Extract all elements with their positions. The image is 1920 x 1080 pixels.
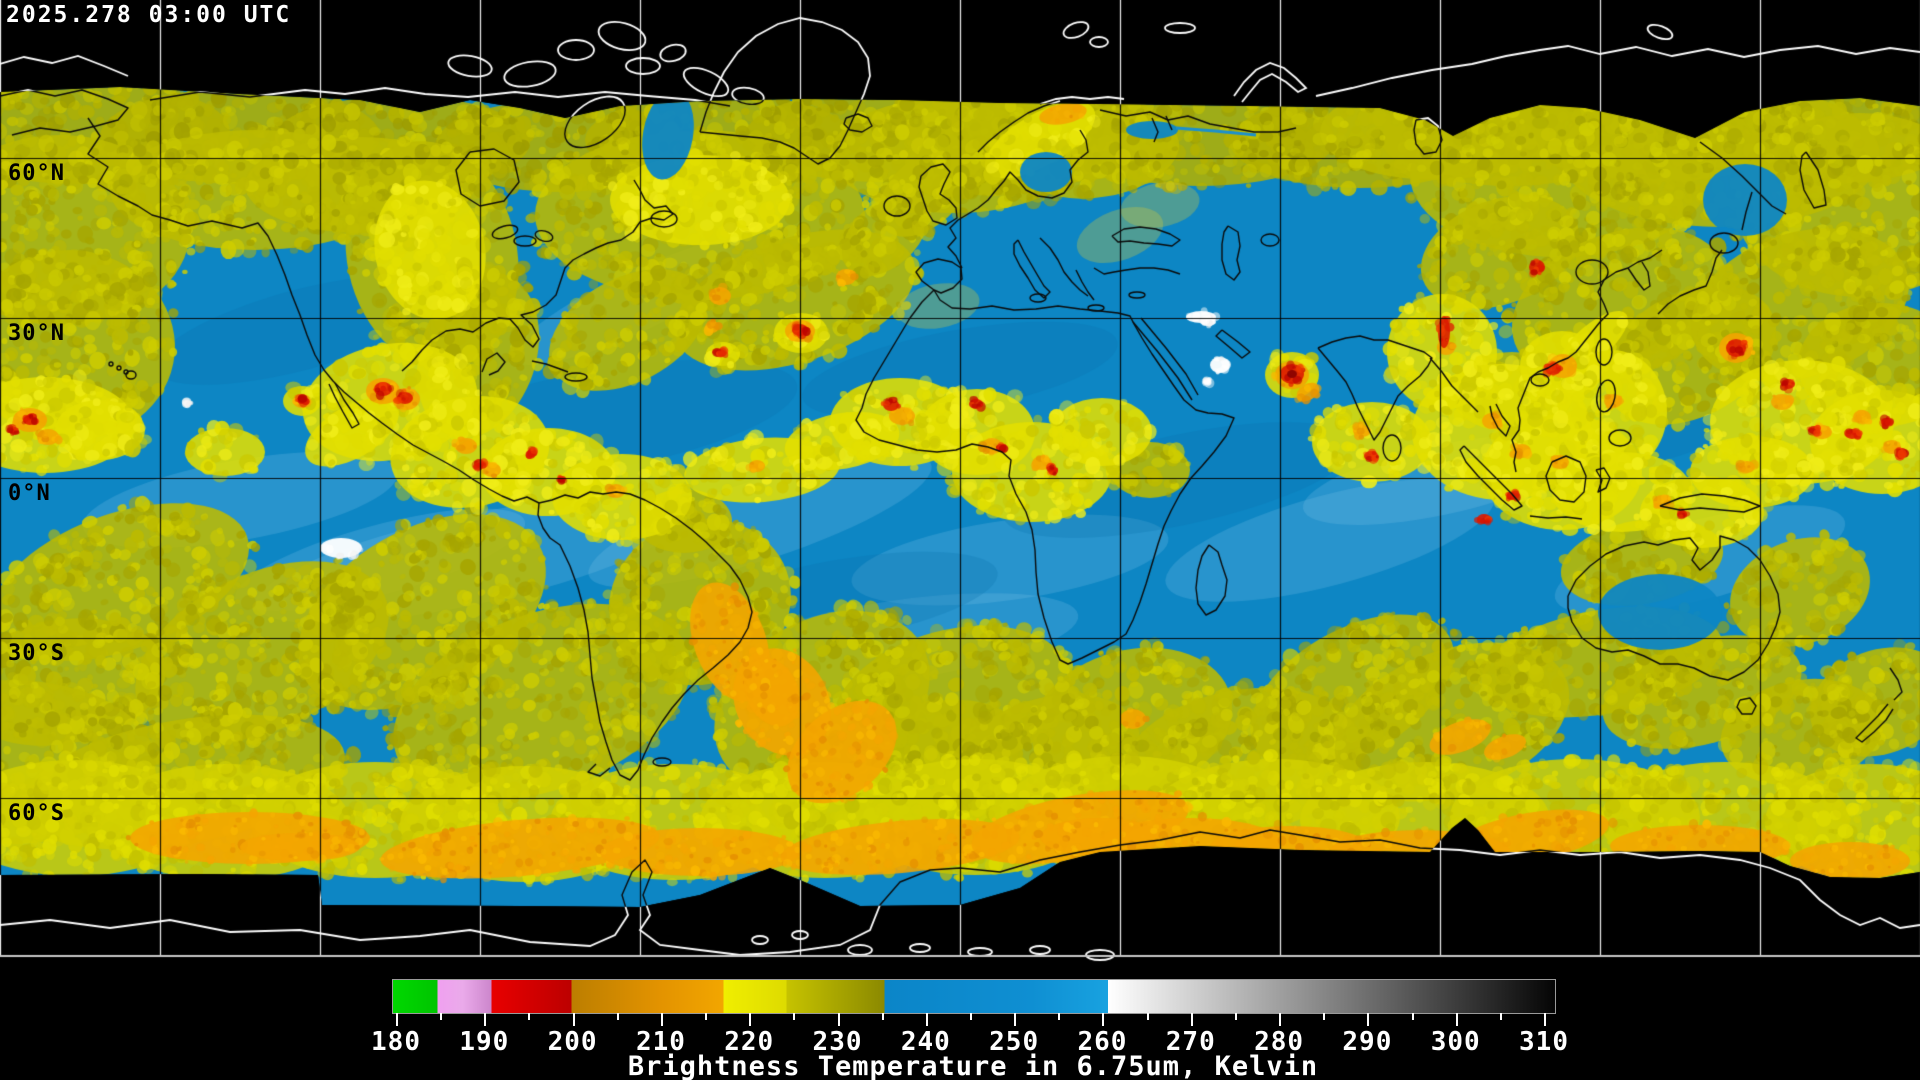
colorbar-gradient [392,979,1556,1014]
colorbar-tick-label: 220 [724,1027,775,1057]
colorbar-minor-tick [1234,1013,1237,1020]
colorbar-major-tick [925,1013,928,1026]
colorbar-tick-label: 260 [1077,1027,1128,1057]
colorbar-minor-tick [1146,1013,1149,1020]
colorbar-tick-label: 210 [635,1027,686,1057]
lat-label: 30°S [8,641,65,666]
colorbar-tick-label: 270 [1165,1027,1216,1057]
colorbar-tick-label: 200 [547,1027,598,1057]
lat-label: 60°N [8,161,65,186]
colorbar-minor-tick [528,1013,531,1020]
lat-label: 30°N [8,321,65,346]
colorbar-minor-tick [970,1013,972,1020]
colorbar-major-tick [837,1013,840,1026]
colorbar-tick-label: 250 [989,1027,1040,1057]
colorbar-tick-label: 300 [1430,1027,1481,1057]
colorbar-major-tick [484,1013,487,1026]
colorbar-minor-tick [793,1013,796,1020]
colorbar-major-tick [660,1013,663,1026]
colorbar-minor-tick [705,1013,708,1020]
colorbar-major-tick [749,1013,752,1026]
colorbar-tick-label: 230 [812,1027,863,1057]
colorbar-tick-label: 180 [371,1027,421,1057]
colorbar-tick-label: 280 [1254,1027,1305,1057]
colorbar-tick-label: 190 [459,1027,510,1057]
colorbar-major-tick [1102,1013,1105,1026]
colorbar-major-tick [1455,1013,1458,1026]
colorbar-tick-label: 240 [900,1027,951,1057]
colorbar-minor-tick [1499,1013,1502,1020]
colorbar-caption: Brightness Temperature in 6.75um, Kelvin [627,1051,1319,1080]
colorbar-major-tick [1367,1013,1370,1026]
lat-label: 0°N [8,481,51,506]
colorbar-minor-tick [1058,1013,1061,1020]
colorbar-major-tick [1014,1013,1017,1026]
colorbar-major-tick [396,1013,398,1026]
colorbar-minor-tick [1323,1013,1326,1020]
colorbar-tick-label: 310 [1519,1027,1569,1057]
timestamp: 2025.278 03:00 UTC [6,2,292,28]
lat-label: 60°S [8,801,65,826]
colorbar-minor-tick [616,1013,619,1020]
colorbar-tick-label: 290 [1342,1027,1393,1057]
colorbar-major-tick [1544,1013,1546,1026]
colorbar-major-tick [1190,1013,1193,1026]
colorbar-minor-tick [440,1013,443,1020]
colorbar-minor-tick [1411,1013,1414,1020]
colorbar-major-tick [572,1013,575,1026]
colorbar-major-tick [1279,1013,1282,1026]
colorbar-minor-tick [881,1013,884,1020]
